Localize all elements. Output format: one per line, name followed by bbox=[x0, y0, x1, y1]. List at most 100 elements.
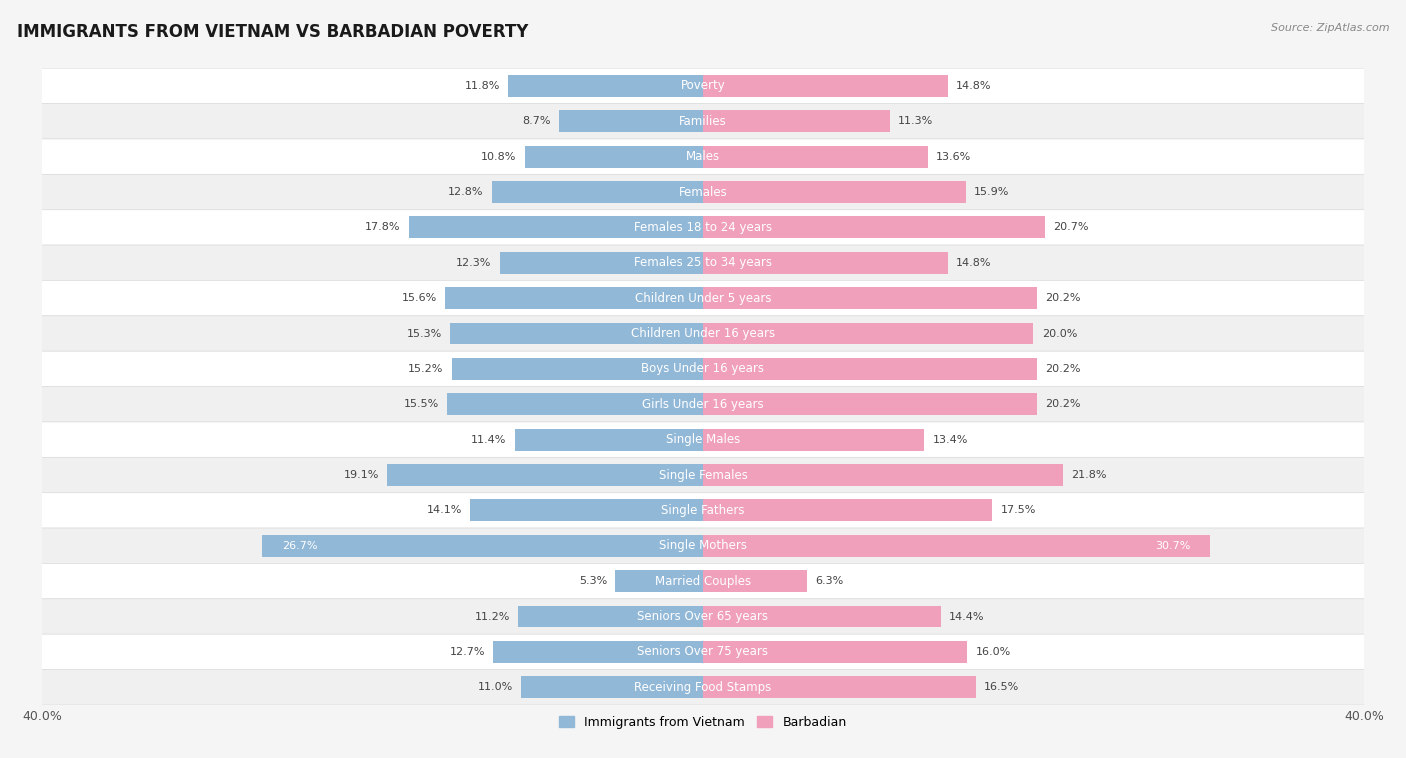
Text: IMMIGRANTS FROM VIETNAM VS BARBADIAN POVERTY: IMMIGRANTS FROM VIETNAM VS BARBADIAN POV… bbox=[17, 23, 529, 41]
FancyBboxPatch shape bbox=[10, 387, 1396, 422]
Text: 16.5%: 16.5% bbox=[984, 682, 1019, 692]
Bar bbox=[703, 500, 993, 522]
Text: 11.3%: 11.3% bbox=[898, 116, 934, 127]
FancyBboxPatch shape bbox=[10, 599, 1396, 634]
Text: 16.0%: 16.0% bbox=[976, 647, 1011, 657]
Text: 12.8%: 12.8% bbox=[447, 187, 484, 197]
Text: 26.7%: 26.7% bbox=[281, 540, 318, 551]
Bar bbox=[451, 358, 703, 380]
Text: 15.9%: 15.9% bbox=[974, 187, 1010, 197]
Text: Children Under 16 years: Children Under 16 years bbox=[631, 327, 775, 340]
Bar bbox=[703, 181, 966, 203]
Text: 20.2%: 20.2% bbox=[1045, 293, 1080, 303]
Bar bbox=[517, 606, 703, 628]
Text: 11.0%: 11.0% bbox=[478, 682, 513, 692]
Text: Females 18 to 24 years: Females 18 to 24 years bbox=[634, 221, 772, 234]
Text: 21.8%: 21.8% bbox=[1071, 470, 1107, 480]
Bar bbox=[703, 146, 928, 168]
Text: 17.5%: 17.5% bbox=[1001, 506, 1036, 515]
Bar bbox=[522, 676, 703, 698]
Bar bbox=[447, 393, 703, 415]
FancyBboxPatch shape bbox=[10, 174, 1396, 210]
Text: 14.8%: 14.8% bbox=[956, 81, 991, 91]
Bar bbox=[470, 500, 703, 522]
FancyBboxPatch shape bbox=[10, 68, 1396, 104]
Bar bbox=[492, 181, 703, 203]
Text: Poverty: Poverty bbox=[681, 80, 725, 92]
Text: Seniors Over 65 years: Seniors Over 65 years bbox=[637, 610, 769, 623]
FancyBboxPatch shape bbox=[10, 139, 1396, 174]
Bar bbox=[703, 641, 967, 662]
Text: Source: ZipAtlas.com: Source: ZipAtlas.com bbox=[1271, 23, 1389, 33]
Text: 14.1%: 14.1% bbox=[426, 506, 461, 515]
FancyBboxPatch shape bbox=[10, 563, 1396, 599]
Text: 20.0%: 20.0% bbox=[1042, 328, 1077, 339]
Bar bbox=[703, 358, 1036, 380]
Text: 6.3%: 6.3% bbox=[815, 576, 844, 586]
Text: 20.2%: 20.2% bbox=[1045, 364, 1080, 374]
Bar bbox=[703, 464, 1063, 486]
FancyBboxPatch shape bbox=[10, 422, 1396, 457]
Text: 11.4%: 11.4% bbox=[471, 434, 506, 445]
Bar bbox=[703, 323, 1033, 344]
FancyBboxPatch shape bbox=[10, 210, 1396, 245]
Text: Boys Under 16 years: Boys Under 16 years bbox=[641, 362, 765, 375]
Bar bbox=[409, 217, 703, 238]
Text: Married Couples: Married Couples bbox=[655, 575, 751, 587]
Text: Females 25 to 34 years: Females 25 to 34 years bbox=[634, 256, 772, 269]
FancyBboxPatch shape bbox=[10, 669, 1396, 705]
Bar bbox=[703, 111, 890, 132]
Bar bbox=[703, 535, 1211, 556]
Text: 17.8%: 17.8% bbox=[366, 222, 401, 233]
Text: 15.3%: 15.3% bbox=[406, 328, 441, 339]
Text: 30.7%: 30.7% bbox=[1154, 540, 1191, 551]
Text: 14.8%: 14.8% bbox=[956, 258, 991, 268]
Bar bbox=[262, 535, 703, 556]
Bar bbox=[616, 570, 703, 592]
Text: 13.4%: 13.4% bbox=[932, 434, 967, 445]
Bar bbox=[446, 287, 703, 309]
Bar bbox=[703, 217, 1045, 238]
Text: Females: Females bbox=[679, 186, 727, 199]
Text: 12.3%: 12.3% bbox=[456, 258, 492, 268]
Text: Single Females: Single Females bbox=[658, 468, 748, 481]
Bar bbox=[524, 146, 703, 168]
Bar bbox=[388, 464, 703, 486]
Text: Families: Families bbox=[679, 114, 727, 128]
Text: 20.7%: 20.7% bbox=[1053, 222, 1088, 233]
Text: Seniors Over 75 years: Seniors Over 75 years bbox=[637, 645, 769, 659]
Bar bbox=[450, 323, 703, 344]
FancyBboxPatch shape bbox=[10, 245, 1396, 280]
FancyBboxPatch shape bbox=[10, 528, 1396, 563]
FancyBboxPatch shape bbox=[10, 316, 1396, 351]
FancyBboxPatch shape bbox=[10, 457, 1396, 493]
Text: 11.2%: 11.2% bbox=[474, 612, 510, 622]
FancyBboxPatch shape bbox=[10, 280, 1396, 316]
Bar bbox=[703, 252, 948, 274]
Text: 15.6%: 15.6% bbox=[402, 293, 437, 303]
Text: 8.7%: 8.7% bbox=[523, 116, 551, 127]
Text: Males: Males bbox=[686, 150, 720, 163]
Bar bbox=[494, 641, 703, 662]
Text: 15.2%: 15.2% bbox=[408, 364, 444, 374]
Text: 10.8%: 10.8% bbox=[481, 152, 516, 161]
Bar bbox=[515, 429, 703, 450]
Text: 5.3%: 5.3% bbox=[579, 576, 607, 586]
Bar bbox=[703, 75, 948, 97]
Bar bbox=[703, 570, 807, 592]
Text: Girls Under 16 years: Girls Under 16 years bbox=[643, 398, 763, 411]
Text: 11.8%: 11.8% bbox=[464, 81, 499, 91]
Bar bbox=[703, 606, 941, 628]
Bar bbox=[560, 111, 703, 132]
Bar bbox=[703, 393, 1036, 415]
Text: 14.4%: 14.4% bbox=[949, 612, 984, 622]
Bar bbox=[703, 676, 976, 698]
Text: Receiving Food Stamps: Receiving Food Stamps bbox=[634, 681, 772, 694]
FancyBboxPatch shape bbox=[10, 493, 1396, 528]
Text: 13.6%: 13.6% bbox=[936, 152, 972, 161]
Text: Single Mothers: Single Mothers bbox=[659, 539, 747, 553]
FancyBboxPatch shape bbox=[10, 351, 1396, 387]
Text: Children Under 5 years: Children Under 5 years bbox=[634, 292, 772, 305]
Text: 12.7%: 12.7% bbox=[450, 647, 485, 657]
Text: Single Males: Single Males bbox=[666, 433, 740, 446]
